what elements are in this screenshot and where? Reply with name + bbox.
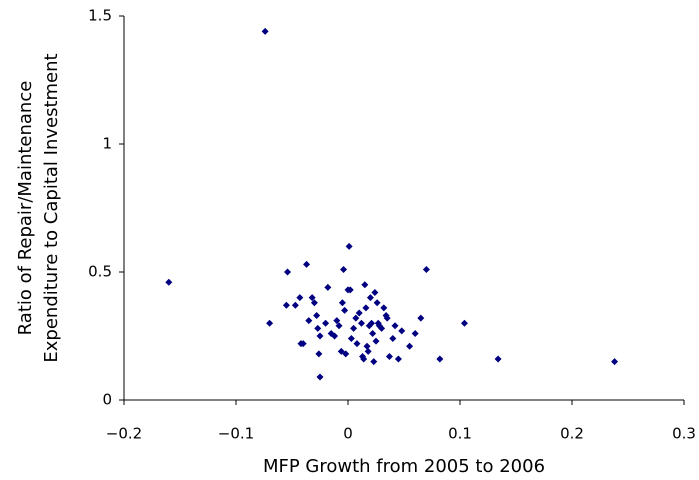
point <box>494 355 502 363</box>
point <box>353 340 361 348</box>
point <box>391 322 399 330</box>
point <box>378 324 386 332</box>
point <box>341 306 349 314</box>
y-axis-label: Ratio of Repair/Maintenance <box>15 81 36 336</box>
y-axis-label: Expenditure to Capital Investment <box>41 53 62 362</box>
y-tick-label: 1.5 <box>88 7 112 25</box>
point <box>611 358 619 366</box>
point <box>360 355 368 363</box>
point <box>406 342 414 350</box>
point <box>363 342 371 350</box>
point <box>389 335 397 343</box>
point <box>398 327 406 335</box>
point <box>436 355 444 363</box>
point <box>383 314 391 322</box>
x-tick-label: 0.3 <box>672 425 696 443</box>
point <box>394 355 402 363</box>
point <box>337 347 345 355</box>
point <box>371 288 379 296</box>
point <box>308 294 316 302</box>
point <box>331 332 339 340</box>
point <box>357 319 365 327</box>
point <box>422 265 430 273</box>
point <box>345 242 353 250</box>
point <box>338 299 346 307</box>
point <box>368 319 376 327</box>
point <box>305 317 313 325</box>
point <box>460 319 468 327</box>
point <box>291 301 299 309</box>
point <box>372 337 380 345</box>
point <box>342 350 350 358</box>
point <box>361 281 369 289</box>
point <box>261 27 269 35</box>
point <box>347 335 355 343</box>
point <box>380 304 388 312</box>
point <box>340 265 348 273</box>
point <box>165 278 173 286</box>
point <box>296 294 304 302</box>
point <box>266 319 274 327</box>
point <box>370 358 378 366</box>
point <box>335 322 343 330</box>
point <box>313 312 321 320</box>
point <box>314 324 322 332</box>
x-axis-label: MFP Growth from 2005 to 2006 <box>263 456 545 477</box>
point <box>411 329 419 337</box>
point <box>417 314 425 322</box>
point <box>355 309 363 317</box>
point <box>316 373 324 381</box>
point <box>385 352 393 360</box>
point <box>282 301 290 309</box>
point <box>362 304 370 312</box>
point <box>333 317 341 325</box>
y-tick-label: 1 <box>102 135 112 153</box>
y-tick-label: 0 <box>102 391 112 409</box>
point <box>346 286 354 294</box>
x-tick-label: 0 <box>343 425 353 443</box>
point <box>369 329 377 337</box>
point <box>352 314 360 322</box>
point <box>364 347 372 355</box>
point <box>366 294 374 302</box>
point <box>284 268 292 276</box>
point <box>373 299 381 307</box>
x-tick-label: −0.2 <box>106 425 142 443</box>
point <box>322 319 330 327</box>
point <box>324 283 332 291</box>
point <box>350 324 358 332</box>
point <box>315 350 323 358</box>
point <box>310 299 318 307</box>
point <box>297 340 305 348</box>
point <box>316 332 324 340</box>
x-tick-label: 0.2 <box>560 425 584 443</box>
y-tick-label: 0.5 <box>88 263 112 281</box>
x-tick-label: 0.1 <box>448 425 472 443</box>
x-tick-label: −0.1 <box>218 425 254 443</box>
point <box>303 260 311 268</box>
